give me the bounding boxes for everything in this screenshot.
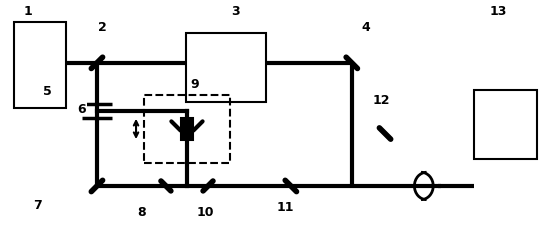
Text: 3: 3: [231, 5, 240, 18]
Text: 13: 13: [490, 5, 507, 18]
Text: 12: 12: [372, 93, 390, 106]
Text: 10: 10: [196, 205, 214, 218]
Text: 4: 4: [361, 21, 370, 34]
Bar: [474, 91, 537, 159]
Text: 8: 8: [137, 205, 146, 218]
Bar: [181, 118, 193, 141]
Text: 1: 1: [23, 5, 32, 18]
Bar: [144, 95, 230, 163]
Text: 5: 5: [43, 84, 52, 97]
Bar: [14, 23, 66, 109]
Text: 2: 2: [98, 21, 107, 34]
Text: 7: 7: [33, 198, 42, 211]
Text: 11: 11: [276, 200, 294, 213]
Text: 6: 6: [78, 102, 86, 116]
Bar: [186, 34, 266, 102]
Text: 9: 9: [191, 77, 199, 91]
